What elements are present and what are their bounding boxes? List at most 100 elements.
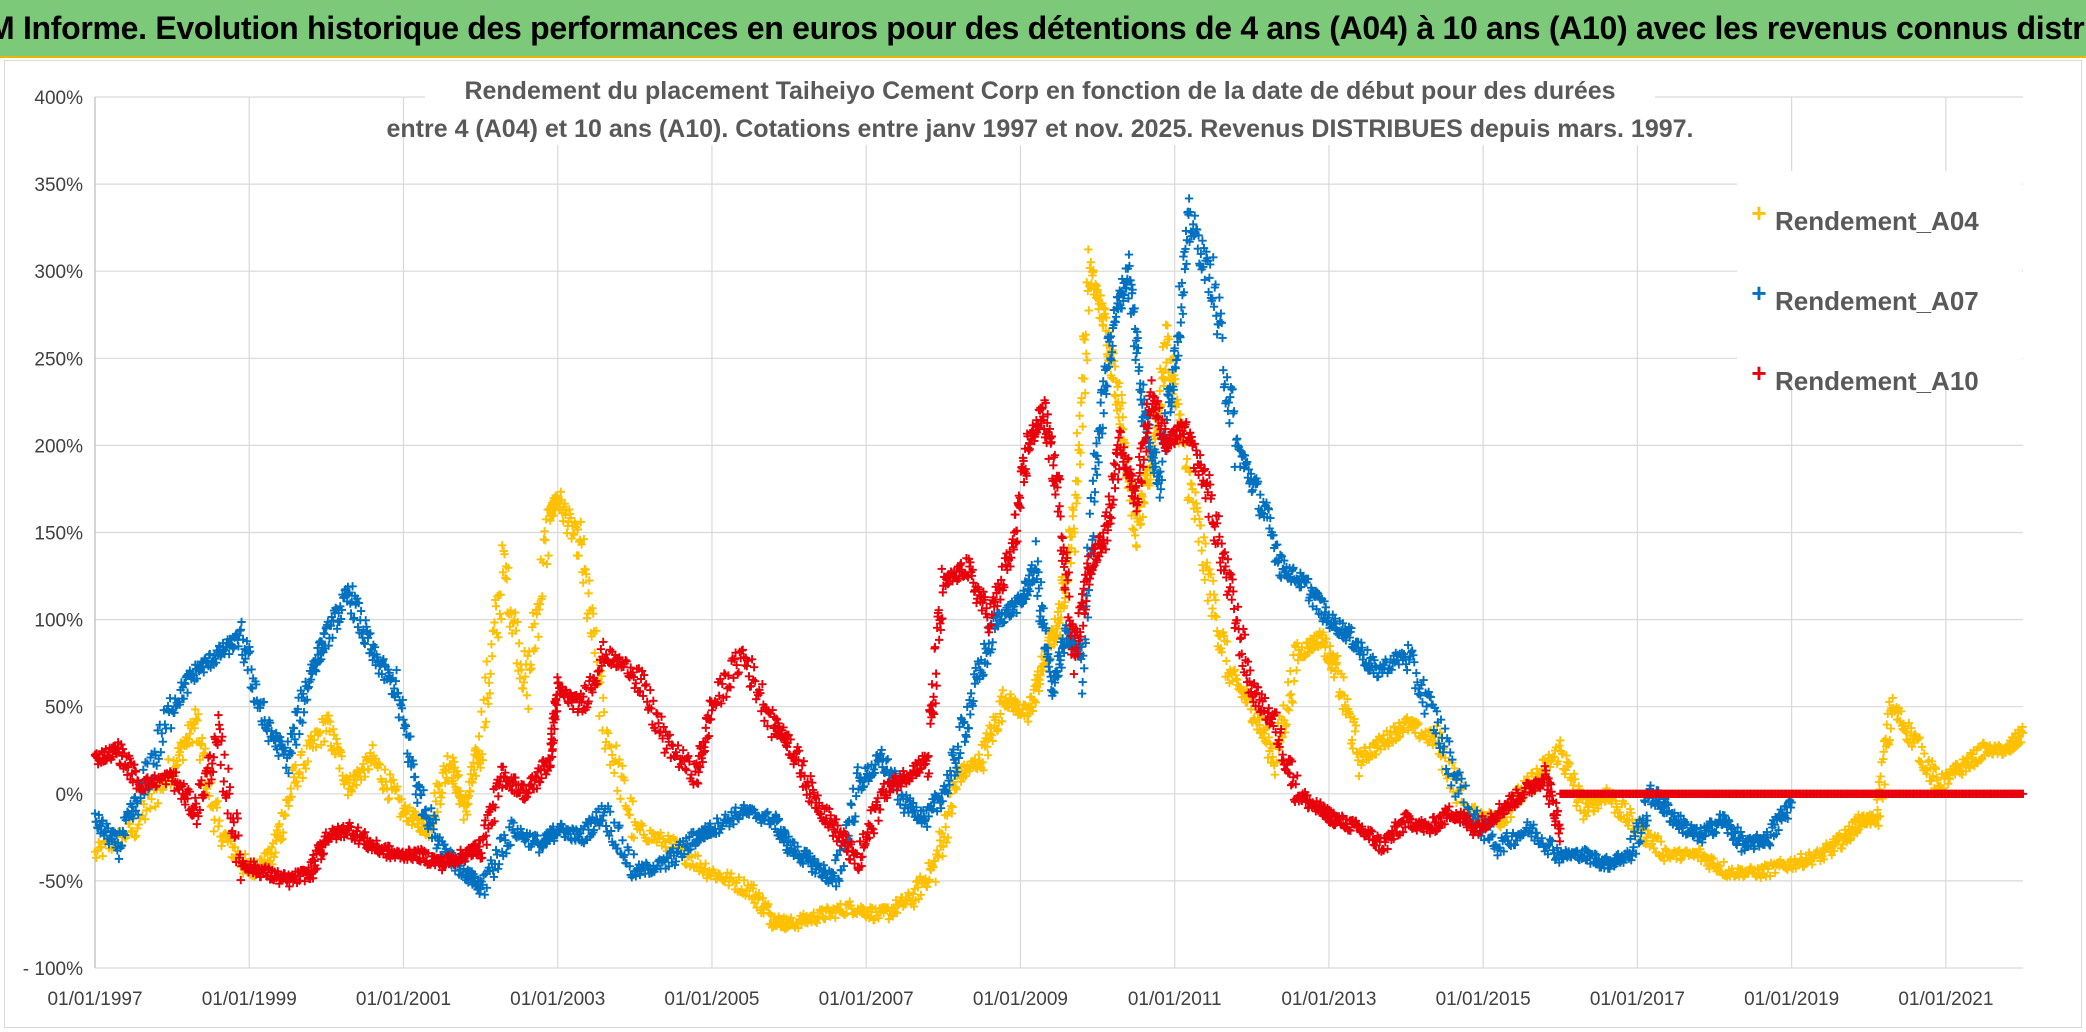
point-a04: [1819, 855, 1829, 864]
point-a04: [217, 841, 226, 851]
y-tick-label: 400%: [34, 88, 83, 109]
x-tick-label: 01/01/2001: [356, 989, 451, 1010]
point-a04: [1081, 330, 1090, 339]
x-tick-label: 01/01/2015: [1436, 989, 1531, 1010]
point-a04: [622, 804, 631, 813]
point-a04: [1354, 771, 1364, 781]
point-a04: [970, 755, 980, 764]
point-a04: [130, 833, 140, 842]
point-a04: [507, 610, 516, 619]
point-a04: [1115, 404, 1125, 413]
point-a07: [251, 680, 261, 689]
point-a04: [1854, 825, 1864, 834]
point-a04: [1211, 595, 1220, 605]
point-a07: [326, 621, 336, 630]
point-a04: [1569, 781, 1578, 790]
point-a07: [1177, 303, 1186, 312]
point-a04: [519, 678, 528, 687]
point-a07: [1088, 476, 1098, 485]
point-a07: [287, 748, 296, 758]
point-a04: [943, 833, 953, 842]
point-a07: [1079, 664, 1089, 673]
point-a04: [1200, 575, 1209, 584]
point-a07: [377, 669, 387, 679]
point-a07: [429, 825, 438, 834]
point-a04: [1174, 399, 1183, 409]
point-a04: [297, 747, 306, 757]
point-a07: [248, 684, 257, 693]
point-a04: [809, 908, 818, 917]
point-a04: [1074, 441, 1084, 450]
point-a04: [524, 704, 533, 714]
point-a04: [183, 734, 192, 744]
point-a04: [1173, 395, 1182, 404]
point-a04: [569, 530, 579, 539]
point-a10: [215, 725, 225, 734]
point-a04: [1138, 512, 1147, 522]
point-a04: [1285, 691, 1294, 700]
point-a04: [592, 626, 601, 636]
point-a07: [245, 647, 255, 656]
y-axis-ticks: - 100%-50%0%50%100%150%200%250%300%350%4…: [23, 88, 83, 980]
point-a04: [870, 915, 879, 925]
point-a04: [1354, 756, 1363, 765]
point-a04: [603, 728, 613, 738]
point-a04: [996, 692, 1006, 701]
point-a07: [398, 695, 407, 705]
point-a04: [615, 755, 624, 764]
point-a04: [388, 775, 398, 785]
point-a04: [1322, 634, 1331, 643]
point-a07: [1077, 689, 1087, 698]
point-a04: [1709, 854, 1718, 863]
point-a07: [1176, 318, 1186, 327]
point-a04: [1565, 759, 1574, 769]
x-tick-label: 01/01/2011: [1128, 989, 1222, 1010]
x-tick-label: 01/01/1999: [202, 989, 297, 1010]
point-a04: [393, 782, 402, 791]
point-a07: [353, 622, 363, 632]
point-a04: [133, 824, 142, 833]
point-a07: [410, 772, 420, 782]
point-a07: [274, 751, 283, 760]
point-a07: [962, 732, 971, 741]
point-a07: [1403, 640, 1413, 650]
point-a04: [1659, 856, 1669, 865]
point-a07: [265, 718, 275, 728]
point-a07: [179, 694, 188, 703]
point-a04: [481, 673, 490, 682]
point-a04: [504, 563, 513, 572]
point-a04: [173, 760, 182, 770]
point-a04: [1904, 718, 1914, 728]
point-a07: [1166, 408, 1175, 417]
point-a07: [306, 675, 316, 684]
point-a04: [126, 827, 136, 837]
point-a04: [1056, 613, 1066, 622]
point-a07: [310, 665, 320, 675]
point-a04: [164, 755, 173, 764]
point-a04: [1874, 821, 1883, 830]
point-a07: [158, 737, 168, 746]
point-a04: [1885, 735, 1895, 745]
point-a07: [246, 683, 255, 692]
point-a04: [1155, 386, 1164, 396]
point-a04: [2018, 728, 2028, 738]
point-a07: [419, 786, 428, 795]
point-a04: [178, 755, 188, 765]
point-a04: [599, 693, 608, 702]
gridlines: [94, 96, 2023, 969]
point-a04: [628, 797, 637, 806]
point-a04: [146, 804, 155, 813]
point-a04: [938, 851, 947, 861]
point-a07: [385, 668, 394, 678]
point-a04: [1880, 780, 1889, 789]
point-a04: [1283, 704, 1292, 713]
point-a07: [154, 754, 163, 764]
x-tick-label: 01/01/2019: [1744, 989, 1839, 1010]
point-a04: [721, 872, 731, 882]
point-a07: [1420, 709, 1429, 718]
point-a04: [218, 836, 227, 846]
point-a04: [201, 744, 210, 753]
point-a04: [209, 827, 218, 836]
point-a04: [1549, 752, 1559, 762]
point-a04: [997, 717, 1007, 726]
